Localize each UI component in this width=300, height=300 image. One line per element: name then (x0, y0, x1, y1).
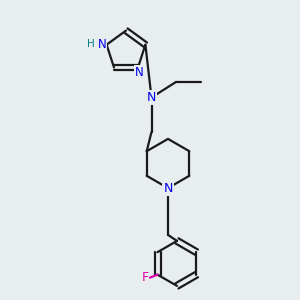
Text: N: N (98, 38, 106, 51)
Text: N: N (163, 182, 173, 195)
Text: F: F (141, 271, 148, 284)
Text: N: N (135, 65, 144, 79)
Text: N: N (147, 91, 156, 104)
Text: H: H (87, 39, 95, 49)
